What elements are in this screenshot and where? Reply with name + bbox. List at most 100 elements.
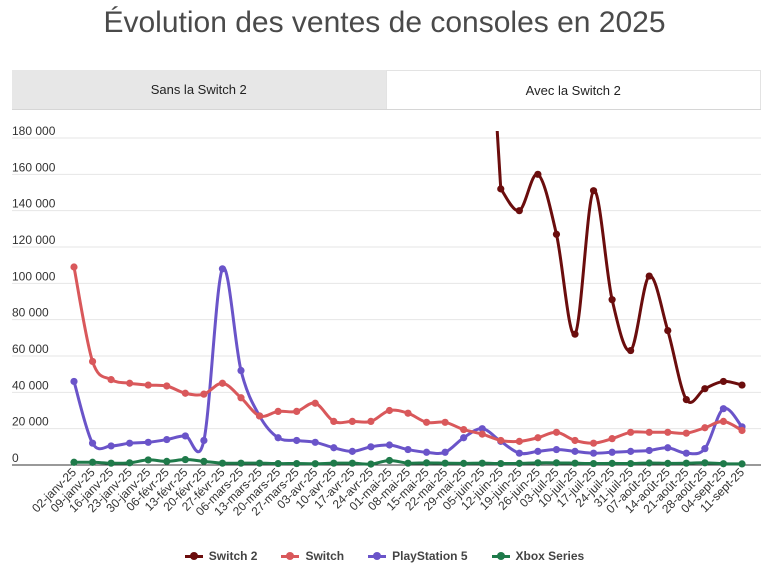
legend-item-switch[interactable]: Switch <box>281 549 344 563</box>
data-point-switch <box>181 389 189 397</box>
data-point-playstation-5 <box>237 366 245 375</box>
data-point-playstation-5 <box>589 449 598 457</box>
data-point-xbox-series <box>645 459 653 467</box>
y-tick-label: 20 000 <box>12 415 49 429</box>
legend-label-switch: Switch <box>305 549 345 563</box>
data-point-playstation-5 <box>274 434 282 442</box>
data-point-xbox-series <box>274 459 282 468</box>
data-point-switch <box>330 417 338 425</box>
data-point-xbox-series <box>422 459 431 467</box>
data-point-xbox-series <box>88 458 97 466</box>
data-point-playstation-5 <box>478 425 486 433</box>
data-point-switch <box>237 394 245 402</box>
data-point-switch <box>627 428 635 436</box>
data-point-xbox-series <box>255 459 264 467</box>
data-point-playstation-5 <box>571 447 579 455</box>
legend-label-xbox-series: Xbox Series <box>515 549 585 563</box>
legend-item-playstation-5[interactable]: PlayStation 5 <box>368 549 468 563</box>
y-tick-label: 160 000 <box>12 160 56 174</box>
data-point-xbox-series <box>330 459 338 467</box>
data-point-xbox-series <box>534 459 542 467</box>
data-point-switch <box>348 417 356 425</box>
tab-without-switch-2[interactable]: Sans la Switch 2 <box>12 70 386 109</box>
legend-swatch-switch-2 <box>184 551 203 560</box>
data-point-playstation-5 <box>701 445 709 453</box>
data-point-switch <box>70 263 78 271</box>
data-point-xbox-series <box>478 459 486 467</box>
tab-with-switch-2[interactable]: Avec la Switch 2 <box>385 70 761 109</box>
data-point-xbox-series <box>571 459 579 467</box>
legend-item-switch-2[interactable]: Switch 2 <box>184 549 258 563</box>
data-point-switch-2 <box>627 346 635 355</box>
data-point-switch <box>478 430 486 438</box>
data-point-xbox-series <box>515 459 523 467</box>
data-point-switch <box>552 428 561 436</box>
series-line-switch-2 <box>499 172 743 404</box>
data-point-switch <box>719 417 728 425</box>
data-point-switch-2 <box>571 330 579 338</box>
data-point-xbox-series <box>311 460 319 468</box>
data-point-switch-2 <box>497 185 505 193</box>
y-tick-label: 40 000 <box>12 378 49 392</box>
data-point-switch <box>682 429 690 437</box>
data-point-switch-2 <box>589 187 598 195</box>
data-point-switch <box>441 418 449 426</box>
data-point-switch <box>126 379 134 387</box>
data-point-xbox-series <box>701 459 709 467</box>
data-point-playstation-5 <box>293 436 301 445</box>
data-point-xbox-series <box>237 459 245 467</box>
data-point-xbox-series <box>738 460 746 468</box>
data-point-switch <box>255 412 264 420</box>
data-point-playstation-5 <box>664 444 672 452</box>
series-xbox-series <box>70 455 746 468</box>
data-point-playstation-5 <box>218 265 227 273</box>
data-point-switch <box>293 407 301 416</box>
data-point-switch-2 <box>552 230 561 238</box>
data-point-switch <box>144 381 152 389</box>
data-point-switch-2 <box>738 381 746 389</box>
legend-swatch-playstation-5 <box>368 551 387 560</box>
y-tick-label: 180 000 <box>12 124 56 138</box>
data-point-playstation-5 <box>645 446 653 455</box>
data-point-switch <box>460 425 468 434</box>
data-point-playstation-5 <box>144 438 152 446</box>
chart-legend: Switch 2 Switch PlayStation 5 Xbox Serie… <box>0 547 769 565</box>
data-point-xbox-series <box>497 459 505 468</box>
data-point-switch <box>608 435 616 443</box>
y-tick-label: 100 000 <box>12 269 56 283</box>
y-tick-label: 0 <box>12 451 19 465</box>
data-point-switch <box>200 390 208 398</box>
series-line-lead-switch-2 <box>495 131 503 189</box>
data-point-playstation-5 <box>70 377 78 386</box>
data-point-playstation-5 <box>515 449 523 457</box>
legend-label-playstation-5: PlayStation 5 <box>392 549 468 563</box>
data-point-xbox-series <box>608 459 616 467</box>
data-point-switch <box>534 434 542 442</box>
data-point-playstation-5 <box>311 438 319 446</box>
data-point-switch <box>274 407 282 416</box>
data-point-switch <box>664 428 672 436</box>
data-point-xbox-series <box>293 459 301 468</box>
data-point-switch <box>88 357 97 366</box>
data-point-switch <box>515 437 523 445</box>
data-point-xbox-series <box>627 459 635 468</box>
tab-bar: Sans la Switch 2 Avec la Switch 2 <box>12 70 761 110</box>
data-point-switch <box>422 418 431 426</box>
data-point-xbox-series <box>552 459 561 467</box>
legend-swatch-xbox-series <box>491 551 510 560</box>
data-point-switch-2 <box>515 207 523 215</box>
data-point-switch-2 <box>719 377 728 386</box>
data-point-switch-2 <box>645 272 653 280</box>
data-point-switch <box>218 379 227 387</box>
legend-item-xbox-series[interactable]: Xbox Series <box>491 549 585 563</box>
data-point-xbox-series <box>460 459 468 467</box>
data-point-playstation-5 <box>181 432 189 440</box>
data-point-xbox-series <box>385 456 394 465</box>
data-point-xbox-series <box>348 459 356 467</box>
data-point-xbox-series <box>107 459 115 467</box>
data-point-switch <box>571 436 579 445</box>
data-point-xbox-series <box>719 460 728 468</box>
data-point-switch-2 <box>664 326 672 335</box>
legend-label-switch-2: Switch 2 <box>208 549 258 563</box>
